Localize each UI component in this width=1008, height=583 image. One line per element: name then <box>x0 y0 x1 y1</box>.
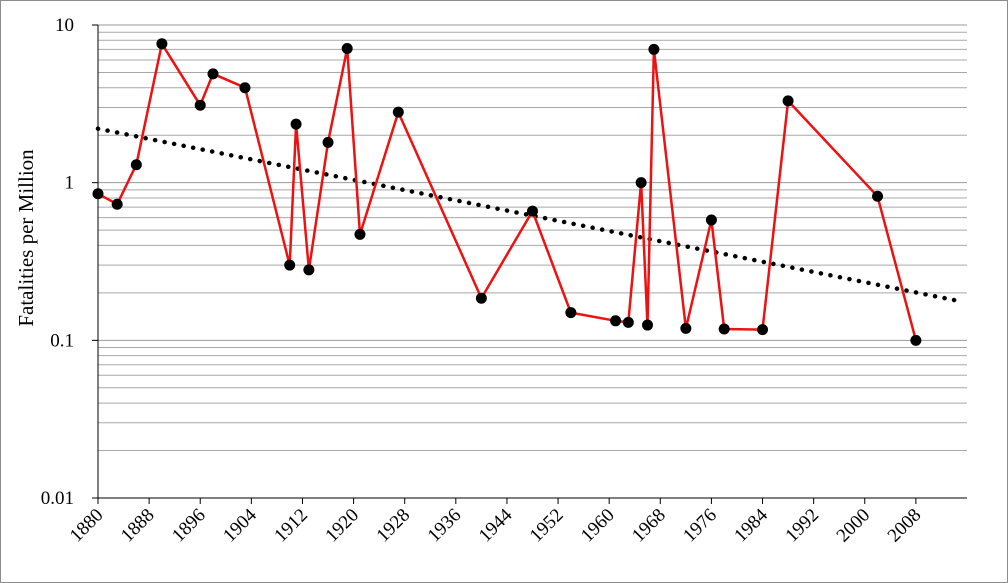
data-point <box>872 190 884 202</box>
data-point <box>680 322 692 334</box>
data-point <box>130 159 142 171</box>
data-point <box>341 42 353 54</box>
data-point <box>92 188 104 200</box>
data-point <box>290 118 302 130</box>
gridlines <box>98 24 967 499</box>
x-tick-label: 1888 <box>117 505 159 547</box>
data-point <box>635 177 647 189</box>
y-axis-title: Fatalities per Million <box>14 149 38 327</box>
x-tick-label: 1912 <box>270 505 312 547</box>
data-point <box>565 307 577 319</box>
x-tick-label: 2000 <box>833 505 875 547</box>
data-point <box>207 68 219 80</box>
data-point <box>156 38 168 50</box>
y-tick-label: 1 <box>65 173 75 194</box>
data-point <box>782 95 794 107</box>
data-point <box>392 106 404 118</box>
series-line <box>97 42 918 341</box>
x-tick-label: 1952 <box>526 505 568 547</box>
x-tick-label: 1976 <box>679 505 721 547</box>
x-tick-label: 2008 <box>884 505 926 547</box>
x-tick-label: 1920 <box>321 505 363 547</box>
data-point <box>239 82 251 94</box>
y-tick-label: 0.1 <box>50 330 74 351</box>
y-tick-label: 10 <box>55 15 74 36</box>
x-tick-label: 1928 <box>373 505 415 547</box>
data-point <box>475 292 487 304</box>
trendline <box>95 126 957 303</box>
x-tick-label: 1960 <box>577 505 619 547</box>
data-point <box>648 43 660 55</box>
data-point <box>622 316 634 328</box>
data-series <box>92 38 922 346</box>
data-point <box>303 264 315 276</box>
data-point <box>111 198 123 210</box>
x-tick-label: 1968 <box>628 505 670 547</box>
data-point <box>718 323 730 335</box>
x-tick-label: 1880 <box>66 505 108 547</box>
data-point <box>642 319 654 331</box>
axes <box>92 24 967 504</box>
x-tick-label: 1936 <box>424 505 466 547</box>
x-tick-label: 1944 <box>475 504 517 546</box>
data-point <box>757 324 769 336</box>
data-point <box>322 136 334 148</box>
data-point <box>354 228 366 240</box>
data-point <box>527 205 538 217</box>
trendline-path <box>95 126 957 303</box>
data-point <box>705 214 717 226</box>
x-tick-label: 1992 <box>781 505 823 547</box>
x-tick-label: 1904 <box>219 504 261 546</box>
y-tick-label: 0.01 <box>41 488 74 509</box>
data-point <box>610 315 622 327</box>
x-tick-label: 1984 <box>730 504 772 546</box>
x-tick-label: 1896 <box>168 505 210 547</box>
data-point <box>194 99 206 111</box>
data-point <box>284 259 296 271</box>
data-point <box>910 334 922 346</box>
